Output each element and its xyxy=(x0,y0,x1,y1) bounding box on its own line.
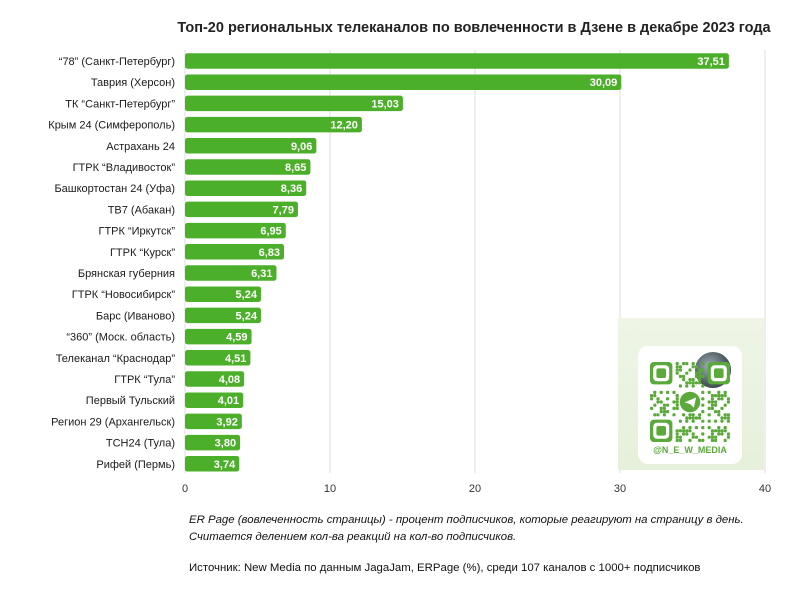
category-label: ГТРК “Тула” xyxy=(114,374,175,386)
value-label: 5,24 xyxy=(236,310,258,322)
bar xyxy=(185,159,311,175)
chart-title: Топ-20 региональных телеканалов по вовле… xyxy=(177,20,771,36)
value-label: 4,01 xyxy=(218,395,239,407)
qr-handle: @N_E_W_MEDIA xyxy=(653,445,727,455)
value-label: 5,24 xyxy=(236,289,258,301)
category-labels: “78” (Санкт-Петербург) Таврия (Херсон) ТК … xyxy=(48,56,175,471)
bar xyxy=(185,392,244,408)
value-label: 37,51 xyxy=(697,56,725,68)
bar xyxy=(185,53,729,69)
category-label: ТК “Санкт-Петербург” xyxy=(65,98,175,110)
value-label: 3,80 xyxy=(215,438,236,450)
value-label: 30,09 xyxy=(590,77,618,89)
value-label: 7,79 xyxy=(273,204,294,216)
value-label: 6,83 xyxy=(259,247,280,259)
erpage-note: ER Page (вовлеченность страницы) - проце… xyxy=(189,514,744,543)
category-label: ГТРК “Иркутск” xyxy=(99,226,176,238)
category-label: Крым 24 (Симферополь) xyxy=(48,120,175,132)
category-label: Брянская губерния xyxy=(78,268,175,280)
bar xyxy=(185,74,622,90)
value-label: 15,03 xyxy=(371,98,399,110)
value-label: 12,20 xyxy=(330,120,358,132)
category-label: “360” (Моск. область) xyxy=(66,332,175,344)
bar xyxy=(185,434,241,451)
bar xyxy=(185,222,286,239)
bar xyxy=(185,307,261,324)
bar xyxy=(185,95,403,112)
bars xyxy=(185,53,729,472)
category-label: ГТРК “Курск” xyxy=(110,247,175,259)
category-label: Регион 29 (Архангельск) xyxy=(51,416,175,428)
bar xyxy=(185,413,242,430)
value-label: 6,95 xyxy=(260,226,281,238)
bar xyxy=(185,138,317,154)
bar xyxy=(185,350,251,366)
bar-chart: “78” (Санкт-Петербург) Таврия (Херсон) ТК … xyxy=(48,50,771,495)
value-label: 4,59 xyxy=(226,332,247,344)
qr-panel[interactable]: @N_E_W_MEDIA xyxy=(638,346,742,464)
bar xyxy=(185,371,245,387)
category-label: ТВ7 (Абакан) xyxy=(108,204,175,216)
value-label: 6,31 xyxy=(251,268,272,280)
bar xyxy=(185,456,240,472)
category-label: Таврия (Херсон) xyxy=(91,77,175,89)
value-label: 3,92 xyxy=(216,416,237,428)
value-label: 4,51 xyxy=(225,353,246,365)
source-note: Источник: New Media по данным JagaJam, E… xyxy=(189,562,701,574)
x-tick-label: 40 xyxy=(759,483,771,495)
category-label: Башкортостан 24 (Уфа) xyxy=(54,183,175,195)
x-tick-label: 20 xyxy=(469,483,481,495)
category-label: ТСН24 (Тула) xyxy=(106,438,175,450)
value-labels: 37,51 30,09 15,03 12,20 9,06 8,65 8,36 7,79 6,95… xyxy=(214,56,725,471)
value-label: 4,08 xyxy=(219,374,240,386)
value-label: 8,65 xyxy=(285,162,306,174)
x-tick-label: 10 xyxy=(324,483,336,495)
category-label: “78” (Санкт-Петербург) xyxy=(59,56,175,68)
bar xyxy=(185,328,252,345)
bar xyxy=(185,116,362,133)
qr-code-icon[interactable] xyxy=(650,362,730,442)
category-label: Астрахань 24 xyxy=(106,141,175,153)
x-tick-label: 30 xyxy=(614,483,626,495)
category-label: Телеканал “Краснодар” xyxy=(56,353,176,365)
bar xyxy=(185,201,298,218)
x-tick-label: 0 xyxy=(182,483,188,495)
category-label: Рифей (Пермь) xyxy=(96,459,175,471)
category-label: ГТРК “Новосибирск” xyxy=(72,289,176,301)
qr-card[interactable]: @N_E_W_MEDIA xyxy=(618,318,764,470)
x-axis-ticks: 0 10 20 30 40 xyxy=(182,483,771,495)
bar xyxy=(185,286,261,302)
value-label: 9,06 xyxy=(291,141,312,153)
bar xyxy=(185,265,277,281)
value-label: 3,74 xyxy=(214,459,236,471)
category-label: Первый Тульский xyxy=(86,395,175,407)
category-label: Барс (Иваново) xyxy=(96,310,175,322)
value-label: 8,36 xyxy=(281,183,302,195)
bar xyxy=(185,180,307,196)
bar xyxy=(185,244,285,260)
category-label: ГТРК “Владивосток” xyxy=(73,162,176,174)
